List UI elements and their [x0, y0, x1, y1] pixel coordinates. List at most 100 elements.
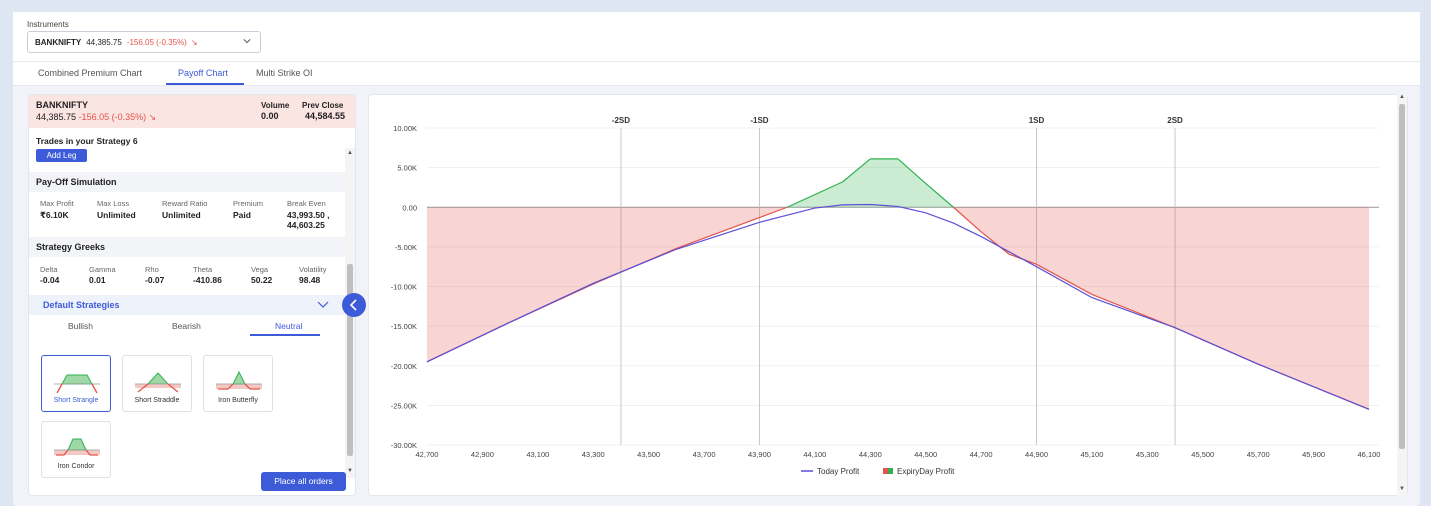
down-arrow-icon: ↘ [148, 112, 157, 122]
y-tick-label: -5.00K [395, 243, 417, 252]
default-strategies-header[interactable]: Default Strategies [29, 295, 345, 315]
tab-payoff-chart[interactable]: Payoff Chart [178, 68, 228, 78]
scrollbar-thumb[interactable] [347, 264, 353, 456]
y-tick-label: 10.00K [393, 124, 417, 133]
rho-value: -0.07 [145, 275, 165, 285]
app-frame: Instruments BANKNIFTY 44,385.75 -156.05 … [13, 12, 1420, 506]
ticker-name: BANKNIFTY [36, 100, 88, 110]
y-tick-label: -10.00K [391, 283, 417, 292]
break-even-label: Break Even [287, 199, 326, 208]
tab-bearish[interactable]: Bearish [172, 321, 201, 331]
reward-ratio-value: Unlimited [162, 210, 201, 220]
scroll-up-icon[interactable]: ▲ [1399, 94, 1405, 100]
break-even-value-1: 43,993.50 , [287, 210, 330, 220]
default-strategies-title: Default Strategies [43, 300, 120, 310]
strategy-greeks-title: Strategy Greeks [29, 237, 345, 257]
x-tick-label: 44,500 [914, 450, 937, 459]
down-arrow-icon: ↘ [190, 37, 198, 47]
add-leg-button[interactable]: Add Leg [36, 149, 87, 162]
card-label: Short Strangle [53, 397, 99, 404]
ticker-price-row: 44,385.75 -156.05 (-0.35%) ↘ [36, 112, 156, 123]
expiry-profit-line [1036, 263, 1093, 295]
expiry-profit-line [897, 158, 927, 184]
strategy-card-iron-condor[interactable]: Iron Condor [41, 421, 111, 478]
volume-value: 0.00 [261, 111, 279, 121]
ticker-price: 44,385.75 [36, 112, 77, 122]
scrollbar-thumb[interactable] [1399, 104, 1405, 449]
collapse-panel-button[interactable] [342, 293, 366, 317]
delta-value: -0.04 [40, 275, 60, 285]
x-tick-label: 43,700 [693, 450, 716, 459]
expiry-profit-line [676, 216, 760, 250]
short-straddle-payoff-icon [135, 372, 181, 393]
break-even-value-2: 44,603.25 [287, 220, 325, 230]
vega-value: 50.22 [251, 275, 273, 285]
chevron-left-icon [349, 299, 357, 311]
y-tick-label: -20.00K [391, 362, 417, 371]
y-tick-label: -25.00K [391, 401, 417, 410]
scroll-down-icon[interactable]: ▼ [1399, 486, 1405, 492]
x-tick-label: 42,900 [471, 450, 494, 459]
x-tick-label: 45,900 [1302, 450, 1325, 459]
tab-combined-premium-chart[interactable]: Combined Premium Chart [38, 68, 143, 78]
payoff-chart[interactable]: 10.00K 5.00K 0.00 -5.00K -10.00K -15.00K -20.0… [369, 95, 1399, 495]
expiry-profit-line [842, 158, 871, 183]
chart-scrollbar[interactable]: ▲ ▼ [1397, 94, 1407, 496]
legend-expiry-swatch-profit [888, 468, 893, 474]
delta-label: Delta [40, 265, 58, 274]
prev-close-label: Prev Close [302, 101, 344, 110]
tab-neutral[interactable]: Neutral [275, 321, 303, 331]
expiry-profit-line [759, 206, 788, 219]
x-tick-label: 44,700 [970, 450, 993, 459]
x-tick-label: 46,100 [1358, 450, 1381, 459]
max-profit-label: Max Profit [40, 199, 74, 208]
strategy-card-short-strangle[interactable]: Short Strangle [41, 355, 111, 412]
y-tick-label: -30.00K [391, 441, 417, 450]
instrument-symbol: BANKNIFTY [35, 37, 82, 47]
y-tick-label: 0.00 [402, 203, 417, 212]
strategy-card-short-straddle[interactable]: Short Straddle [122, 355, 192, 412]
sd-label: -2SD [612, 116, 630, 125]
x-tick-label: 44,900 [1025, 450, 1048, 459]
vega-label: Vega [251, 265, 269, 274]
volatility-value: 98.48 [299, 275, 321, 285]
y-tick-label: -15.00K [391, 322, 417, 331]
chevron-down-icon[interactable] [317, 301, 329, 309]
active-subtab-indicator [250, 334, 320, 336]
x-tick-label: 44,300 [859, 450, 882, 459]
scroll-up-icon[interactable]: ▲ [347, 150, 353, 156]
x-tick-label: 45,500 [1191, 450, 1214, 459]
gamma-label: Gamma [89, 265, 116, 274]
chevron-down-icon[interactable] [243, 37, 251, 45]
place-all-orders-button[interactable]: Place all orders [261, 472, 346, 491]
instrument-price: 44,385.75 [86, 37, 122, 47]
theta-label: Theta [193, 265, 213, 274]
instrument-select[interactable]: BANKNIFTY 44,385.75 -156.05 (-0.35%) ↘ [27, 31, 261, 53]
instrument-change: -156.05 (-0.35%) [126, 37, 187, 47]
tab-multi-strike-oi[interactable]: Multi Strike OI [256, 68, 313, 78]
x-tick-label: 43,300 [582, 450, 605, 459]
instruments-label: Instruments [27, 20, 69, 29]
card-label: Iron Butterfly [218, 397, 258, 404]
legend-today-label: Today Profit [817, 467, 860, 476]
y-tick-label: 5.00K [397, 164, 417, 173]
theta-value: -410.86 [193, 275, 222, 285]
ticker-change: -156.05 (-0.35%) [78, 112, 147, 122]
volatility-label: Volatility [299, 265, 327, 274]
x-tick-label: 44,100 [803, 450, 826, 459]
scroll-down-icon[interactable]: ▼ [347, 468, 353, 474]
x-tick-label: 45,700 [1247, 450, 1270, 459]
tab-bullish[interactable]: Bullish [68, 321, 94, 331]
premium-value: Paid [233, 210, 251, 220]
x-tick-label: 45,300 [1136, 450, 1159, 459]
strategy-card-iron-butterfly[interactable]: Iron Butterfly [203, 355, 273, 412]
profit-area [787, 158, 954, 208]
reward-ratio-label: Reward Ratio [162, 199, 208, 208]
rho-label: Rho [145, 265, 159, 274]
expiry-profit-line [980, 231, 1010, 255]
expiry-profit-line [925, 183, 954, 208]
x-tick-label: 43,100 [526, 450, 549, 459]
legend-expiry-swatch-loss [883, 468, 888, 474]
volume-label: Volume [261, 101, 290, 110]
x-tick-label: 43,900 [748, 450, 771, 459]
